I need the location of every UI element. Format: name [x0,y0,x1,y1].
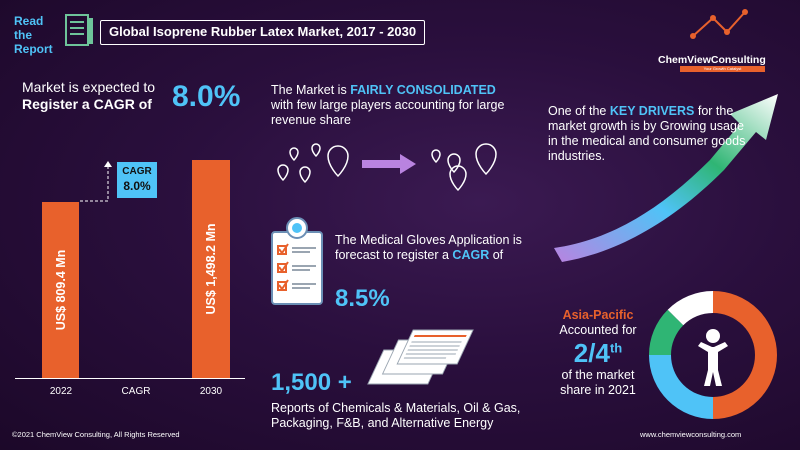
logo-tagline: Your Growth Catalyst [680,66,765,72]
footer-copyright: ©2021 ChemView Consulting, All Rights Re… [12,430,180,439]
logo-name: ChemViewConsulting [658,54,766,66]
chart-logo-icon [690,9,748,39]
consolidated-rest: with few large players accounting for la… [271,98,505,127]
bar-2022-label: US$ 809.4 Mn [53,249,68,331]
cagr-callout-label: CAGR [122,166,152,177]
cagr-connector [80,161,112,202]
asia-pacific-accounted: Accounted for [559,323,637,337]
gloves-text: The Medical Gloves Application is foreca… [335,233,525,263]
cagr-headline: Market is expected to Register a CAGR of [22,79,155,113]
clipboard-checklist-icon [271,217,323,305]
drivers-prefix: One of the [548,104,610,118]
x-axis [15,378,245,379]
drivers-rest: for the market growth is by Growing usag… [548,104,746,163]
bar-2022: US$ 809.4 Mn [42,202,79,378]
asia-pacific-share: of the market share in 2021 [560,368,636,397]
cagr-line2: Register a CAGR of [22,96,152,112]
market-share-donut [648,290,777,419]
donut-segment-apac [712,291,777,419]
tick-2030: 2030 [199,386,223,397]
read-report-link[interactable]: Read the Report [14,14,53,56]
location-pins-icon [277,143,497,192]
gloves-highlight: CAGR [452,248,490,262]
document-icon[interactable] [62,12,96,50]
footer-website-link[interactable]: www.chemviewconsulting.com [640,430,742,439]
consolidated-prefix: The Market is [271,83,351,97]
growth-arrow-icon [554,94,778,262]
reports-stack-icon [367,329,474,385]
fraction-suffix: th [609,340,623,356]
bar-2030-label: US$ 1,498.2 Mn [204,223,218,315]
cagr-callout: CAGR 8.0% [117,162,157,198]
tick-2022: 2022 [49,386,73,397]
cagr-callout-value: 8.0% [123,179,151,193]
donut-segment-2 [649,354,714,419]
bar-2030: US$ 1,498.2 Mn [192,160,230,378]
donut-segment-3 [648,309,684,356]
gloves-text-main: The Medical Gloves Application is foreca… [335,233,522,262]
consolidated-highlight: FAIRLY CONSOLIDATED [350,83,496,97]
reports-text: Reports of Chemicals & Materials, Oil & … [271,401,521,430]
person-icon [698,329,728,386]
donut-segment-4 [667,290,714,326]
gloves-suffix: of [489,248,504,262]
drivers-highlight: KEY DRIVERS [609,104,695,118]
cagr-value: 8.0% [172,80,241,113]
reports-count: 1,500 + [271,369,352,396]
cagr-line1: Market is expected to [22,79,156,95]
tick-cagr: CAGR [121,386,151,397]
fraction-value: 2/4 [573,338,610,368]
drivers-text: One of the KEY DRIVERS for the market gr… [548,104,753,164]
gloves-cagr-value: 8.5% [335,285,390,312]
consolidated-text: The Market is FAIRLY CONSOLIDATED with f… [271,83,541,128]
asia-pacific-title: Asia-Pacific [562,308,634,322]
asia-pacific-fraction: 2/4th [550,338,646,369]
page-title: Global Isoprene Rubber Latex Market, 201… [100,20,425,45]
